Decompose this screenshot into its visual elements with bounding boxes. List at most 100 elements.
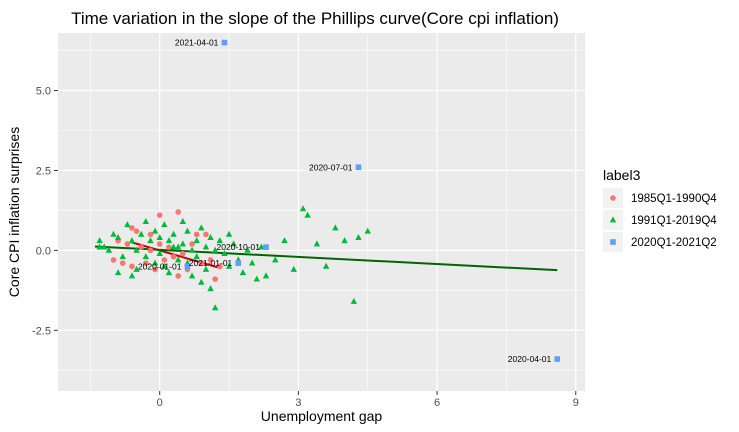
data-point <box>152 266 158 273</box>
legend-label: 2020Q1-2021Q2 <box>631 237 717 249</box>
data-point <box>211 246 219 253</box>
data-point <box>202 265 210 272</box>
data-point <box>193 253 200 260</box>
data-point <box>212 276 218 282</box>
data-point <box>151 227 159 234</box>
data-point <box>138 244 145 250</box>
data-point <box>322 262 330 269</box>
data-point <box>188 272 196 279</box>
legend-marker <box>610 195 616 201</box>
plot-panel <box>58 33 585 391</box>
data-point <box>198 260 205 266</box>
data-point <box>119 260 126 266</box>
legend-label: 1991Q1-2019Q4 <box>631 215 717 227</box>
data-point <box>170 230 177 237</box>
data-point <box>138 230 145 237</box>
x-tick-label: 9 <box>573 397 579 409</box>
data-point <box>101 243 108 250</box>
data-point <box>129 263 135 270</box>
data-point <box>193 237 200 244</box>
point-annotation: 2021-04-01 <box>175 38 219 48</box>
y-axis-label: Core CPI inflation surprises <box>6 127 22 297</box>
data-point <box>161 221 168 228</box>
data-point <box>133 265 140 272</box>
data-point <box>175 273 181 279</box>
data-point <box>225 230 233 237</box>
data-point <box>156 249 163 256</box>
data-points <box>96 39 561 362</box>
data-point <box>147 237 154 244</box>
data-point <box>221 39 228 46</box>
data-point <box>105 246 113 253</box>
data-point <box>174 243 182 250</box>
data-point <box>198 278 205 285</box>
fit-lines <box>94 241 558 272</box>
data-point <box>244 246 251 253</box>
x-tick-label: 3 <box>295 397 301 409</box>
data-point <box>143 260 149 266</box>
data-point <box>554 356 561 362</box>
data-point <box>133 246 140 253</box>
y-tick-label: -2.5 <box>32 325 51 337</box>
fit-line <box>131 241 221 269</box>
data-point <box>207 233 214 240</box>
data-point <box>313 240 321 247</box>
legend-label: 1985Q1-1990Q4 <box>631 193 717 205</box>
data-point <box>170 253 177 260</box>
data-point <box>114 269 122 276</box>
chart-title: Time variation in the slope of the Phill… <box>71 9 559 28</box>
data-point <box>156 212 163 218</box>
data-point <box>165 237 173 244</box>
y-tick-label: 2.5 <box>36 165 51 177</box>
data-point <box>142 253 150 260</box>
fit-line <box>94 245 558 272</box>
data-point <box>281 237 288 244</box>
data-point <box>230 240 237 247</box>
data-point <box>110 257 117 263</box>
data-point <box>253 275 260 282</box>
axis-ticks: 0 3 6 9 -2.5 0.0 2.5 5.0 <box>32 86 579 409</box>
data-point <box>96 243 103 250</box>
data-point <box>165 269 173 276</box>
data-point <box>332 224 339 231</box>
data-point <box>161 262 168 269</box>
data-point <box>272 256 279 263</box>
data-point <box>156 241 163 247</box>
data-point <box>179 217 187 224</box>
x-tick-label: 6 <box>434 397 440 409</box>
data-point <box>166 244 172 250</box>
data-point <box>355 233 362 240</box>
legend-marker <box>609 216 617 223</box>
legend-title: label3 <box>603 167 641 183</box>
data-point <box>128 272 136 279</box>
data-point <box>147 247 154 254</box>
point-annotation: 2020-10-01 <box>217 242 261 252</box>
data-point <box>180 250 186 257</box>
data-point <box>299 205 307 212</box>
data-point <box>235 260 242 266</box>
point-annotation: 2020-01-01 <box>138 261 182 271</box>
y-tick-label: 0.0 <box>36 245 51 257</box>
data-point <box>198 224 205 231</box>
data-point <box>119 253 126 260</box>
data-point <box>161 257 168 263</box>
data-point <box>364 227 371 234</box>
data-point <box>304 211 311 218</box>
data-point <box>239 269 247 276</box>
data-point <box>221 249 228 256</box>
data-point <box>355 164 362 171</box>
data-point <box>207 257 214 263</box>
data-point <box>133 228 140 234</box>
data-point <box>350 297 358 304</box>
data-point <box>193 231 200 238</box>
data-point <box>248 259 256 266</box>
data-point <box>129 225 135 231</box>
data-point <box>207 285 214 292</box>
data-point <box>156 233 163 240</box>
x-tick-label: 0 <box>157 397 163 409</box>
legend: label3 1985Q1-1990Q4 1991Q1-2019Q4 2020Q1-… <box>603 167 717 252</box>
data-point <box>263 244 269 250</box>
data-point <box>151 259 159 266</box>
data-point <box>128 237 136 244</box>
point-annotation: 2020-04-01 <box>508 354 552 364</box>
